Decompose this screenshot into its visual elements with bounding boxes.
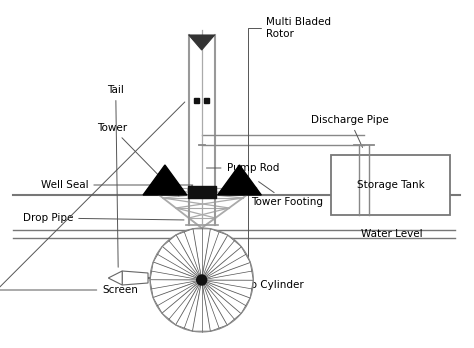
Text: Pump Rod: Pump Rod — [207, 163, 279, 173]
Polygon shape — [202, 280, 250, 314]
Polygon shape — [175, 229, 202, 280]
Polygon shape — [202, 280, 254, 298]
Polygon shape — [202, 280, 228, 331]
Bar — [331, 155, 450, 215]
Text: Tail: Tail — [107, 85, 124, 267]
Text: pump Cylinder: pump Cylinder — [219, 276, 303, 290]
Text: Well Seal: Well Seal — [41, 180, 193, 190]
Polygon shape — [162, 235, 202, 280]
Polygon shape — [202, 229, 228, 280]
Polygon shape — [108, 271, 122, 285]
Bar — [194, 97, 199, 103]
Polygon shape — [189, 35, 215, 50]
Text: Water Level: Water Level — [361, 229, 422, 239]
Polygon shape — [153, 280, 202, 314]
Polygon shape — [150, 280, 202, 298]
Text: Drop Pipe: Drop Pipe — [23, 213, 184, 223]
Text: Tower Footing: Tower Footing — [251, 182, 323, 207]
Bar — [188, 186, 216, 198]
Polygon shape — [202, 235, 241, 280]
Polygon shape — [202, 280, 241, 325]
Polygon shape — [150, 262, 202, 280]
Polygon shape — [192, 280, 211, 331]
Text: Screen: Screen — [0, 102, 185, 295]
Text: Multi Bladed
Rotor: Multi Bladed Rotor — [248, 17, 331, 269]
Text: Discharge Pipe: Discharge Pipe — [311, 115, 389, 148]
Polygon shape — [202, 262, 254, 280]
Polygon shape — [175, 280, 202, 331]
Polygon shape — [192, 229, 211, 280]
Polygon shape — [153, 246, 202, 280]
Polygon shape — [122, 271, 148, 285]
Polygon shape — [218, 165, 261, 195]
Circle shape — [197, 275, 207, 285]
Polygon shape — [162, 280, 202, 325]
Bar — [204, 97, 209, 103]
Text: Storage Tank: Storage Tank — [356, 180, 424, 190]
Polygon shape — [143, 165, 187, 195]
Polygon shape — [202, 246, 250, 280]
Text: Tower: Tower — [97, 123, 179, 196]
